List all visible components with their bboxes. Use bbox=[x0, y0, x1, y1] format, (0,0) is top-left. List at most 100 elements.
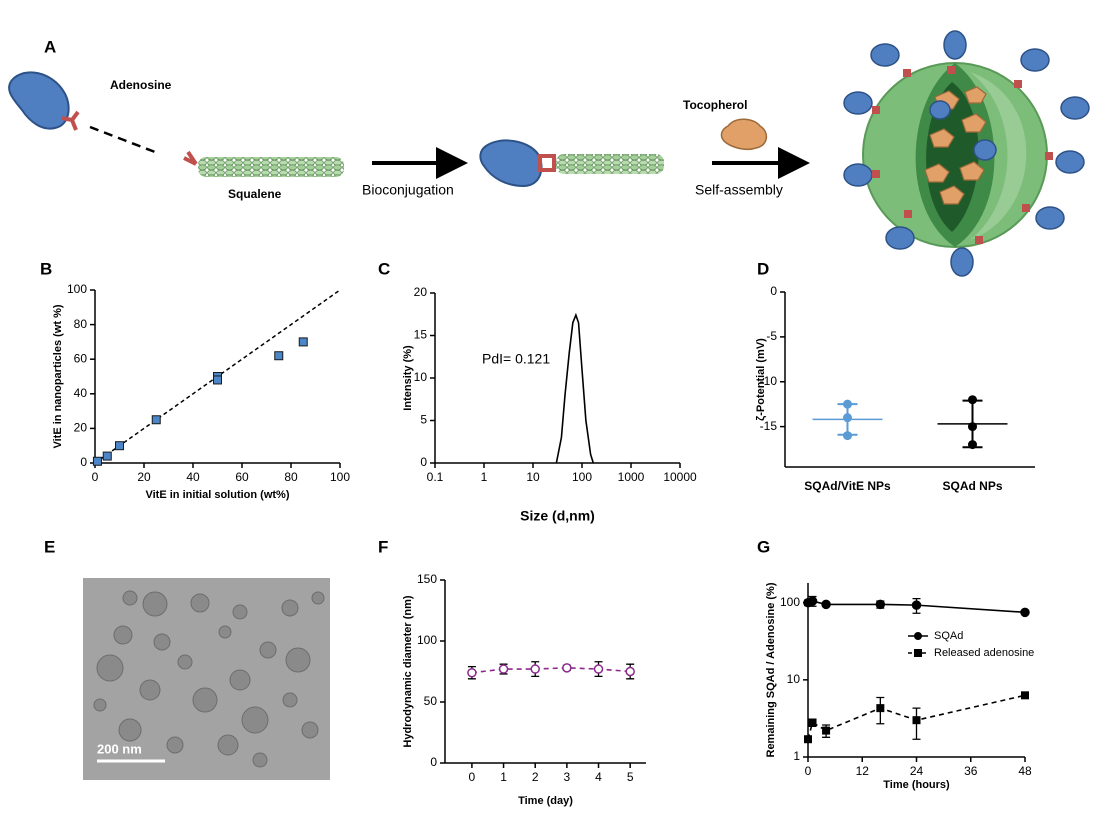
y-tick-label: 10 bbox=[787, 672, 801, 686]
point bbox=[822, 726, 831, 735]
x-tick-label: SQAd NPs bbox=[942, 479, 1002, 493]
point bbox=[625, 666, 635, 677]
y-tick-label: 100 bbox=[67, 282, 87, 296]
panel-letter: F bbox=[378, 537, 388, 556]
point bbox=[593, 664, 604, 674]
annotation: PdI= 0.121 bbox=[482, 351, 550, 367]
label: Bioconjugation bbox=[362, 182, 454, 198]
y-tick-label: 150 bbox=[417, 572, 437, 586]
point bbox=[298, 337, 308, 347]
label: Self-assembly bbox=[695, 182, 783, 198]
panel-letter: A bbox=[44, 37, 56, 56]
dashed-link bbox=[89, 125, 156, 154]
x-tick-label: 2 bbox=[532, 770, 539, 784]
x-tick-label: 60 bbox=[235, 470, 249, 484]
y-tick-label: -5 bbox=[766, 329, 777, 343]
y-tick-label: 15 bbox=[414, 328, 428, 342]
x-tick-label: 0 bbox=[469, 770, 476, 784]
x-tick-label: 80 bbox=[284, 470, 298, 484]
x-tick-label: 24 bbox=[910, 764, 924, 778]
y-axis-label: ζ-Potential (mV) bbox=[755, 338, 767, 421]
series-line bbox=[807, 694, 1026, 740]
point bbox=[804, 735, 812, 744]
x-tick-label: 0 bbox=[92, 470, 99, 484]
panel-a: A Adenosine Squalene Bioconjugation Toco… bbox=[8, 30, 1090, 277]
x-tick-label: 20 bbox=[137, 470, 151, 484]
x-tick-label: 40 bbox=[186, 470, 200, 484]
x-tick-label: 36 bbox=[964, 764, 978, 778]
point bbox=[968, 440, 977, 450]
legend-marker bbox=[914, 649, 922, 657]
point bbox=[968, 422, 977, 432]
point bbox=[968, 395, 977, 405]
x-tick-label: 1000 bbox=[618, 470, 645, 484]
y-axis-label: VitE in nanoparticles (wt %) bbox=[52, 304, 64, 448]
point bbox=[115, 441, 124, 451]
point bbox=[843, 413, 852, 423]
x-tick-label: 1 bbox=[500, 770, 507, 784]
squalene-chain bbox=[556, 154, 664, 174]
point bbox=[843, 431, 852, 441]
point bbox=[1020, 607, 1030, 618]
x-axis-label: Time (day) bbox=[518, 795, 573, 807]
y-axis-label: Hydrodynamic diameter (nm) bbox=[402, 595, 414, 748]
point bbox=[912, 716, 921, 725]
x-tick-label: 4 bbox=[595, 770, 602, 784]
panel-e: E 200 nm bbox=[44, 537, 330, 780]
x-tick-label: 0.1 bbox=[427, 470, 444, 484]
y-tick-label: 20 bbox=[414, 285, 428, 299]
y-tick-label: 20 bbox=[74, 421, 88, 435]
point bbox=[807, 596, 818, 606]
tocopherol-shape bbox=[720, 118, 768, 150]
point bbox=[151, 415, 161, 425]
point bbox=[102, 451, 112, 461]
y-tick-label: 10 bbox=[414, 370, 428, 384]
y-tick-label: 0 bbox=[770, 284, 777, 298]
legend-label: Released adenosine bbox=[934, 647, 1034, 659]
tem-particles bbox=[93, 590, 325, 768]
label: Adenosine bbox=[110, 78, 172, 92]
point bbox=[213, 375, 222, 385]
x-tick-label: 48 bbox=[1018, 764, 1032, 778]
x-tick-label: SQAd/VitE NPs bbox=[804, 479, 891, 493]
x-tick-label: 12 bbox=[856, 764, 870, 778]
linker bbox=[61, 110, 80, 131]
y-tick-label: 0 bbox=[80, 455, 87, 469]
x-tick-label: 10000 bbox=[663, 470, 697, 484]
y-tick-label: 40 bbox=[74, 386, 88, 400]
y-tick-label: 60 bbox=[74, 351, 88, 365]
x-tick-label: 100 bbox=[572, 470, 592, 484]
nanoparticle bbox=[843, 30, 1090, 277]
y-tick-label: 5 bbox=[420, 413, 427, 427]
x-tick-label: 100 bbox=[330, 470, 350, 484]
panel-letter: C bbox=[378, 259, 390, 278]
point bbox=[808, 718, 817, 727]
y-axis-label: Remaining SQAd / Adenosine (%) bbox=[765, 582, 777, 757]
adenosine-shape bbox=[479, 139, 543, 188]
series-line bbox=[555, 312, 595, 464]
y-tick-label: 0 bbox=[430, 755, 437, 769]
point bbox=[875, 599, 886, 610]
y-axis-label: Intensity (%) bbox=[402, 345, 414, 411]
label: Squalene bbox=[228, 187, 282, 201]
point bbox=[1021, 691, 1029, 700]
y-tick-label: -15 bbox=[760, 419, 778, 433]
y-tick-label: 0 bbox=[420, 455, 427, 469]
legend-label: SQAd bbox=[934, 630, 963, 642]
x-tick-label: 5 bbox=[627, 770, 634, 784]
x-axis-label: VitE in initial solution (wt%) bbox=[145, 489, 289, 501]
point bbox=[274, 351, 284, 361]
panel-letter: B bbox=[40, 259, 52, 278]
point bbox=[843, 399, 852, 409]
panel-letter: E bbox=[44, 537, 55, 556]
y-tick-label: 50 bbox=[424, 694, 438, 708]
label: Tocopherol bbox=[683, 98, 747, 112]
legend-marker bbox=[914, 632, 922, 640]
point bbox=[562, 663, 572, 673]
x-tick-label: 0 bbox=[805, 764, 812, 778]
point bbox=[911, 600, 922, 610]
x-tick-label: 1 bbox=[481, 470, 488, 484]
point bbox=[821, 599, 831, 610]
linker bbox=[183, 150, 198, 166]
